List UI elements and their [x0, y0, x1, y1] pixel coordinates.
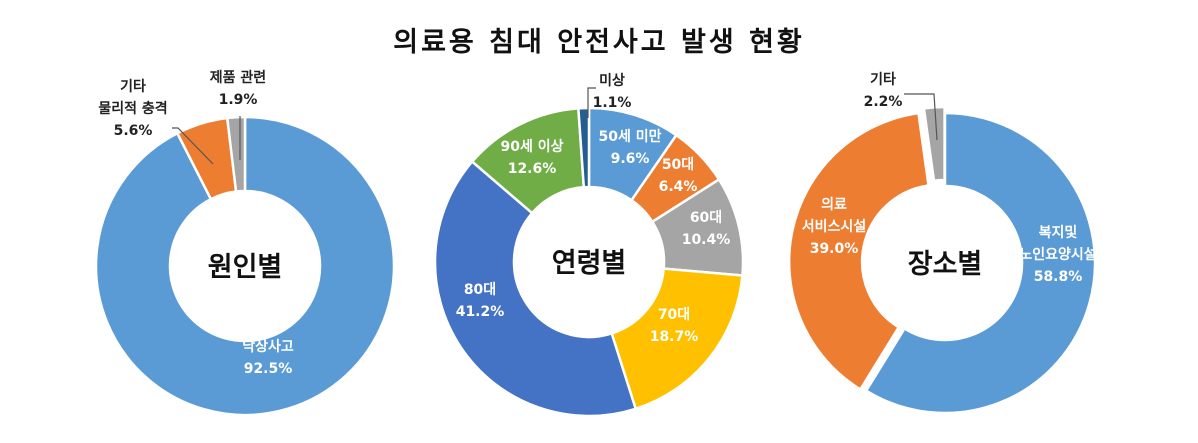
slice-name-label: 기타 [870, 72, 896, 88]
slice-value-label: 6.4% [659, 179, 698, 195]
slice-name-label: 서비스시설 [802, 219, 866, 235]
slice-name-label: 제품 관련 [210, 69, 266, 86]
slice-70대 [610, 267, 744, 411]
slice-value-label: 92.5% [244, 361, 293, 377]
slice-name-label: 60대 [690, 210, 722, 226]
donut-center-title: 장소별 [908, 249, 983, 280]
slice-name-label: 낙상사고 [242, 339, 294, 355]
slice-name-label: 90세 이상 [501, 138, 564, 155]
slice-name-label: 70대 [658, 307, 690, 323]
leader-line [172, 127, 214, 165]
slice-value-label: 5.6% [114, 123, 153, 139]
slice-name-label: 의료 [821, 196, 847, 213]
slice-복지및-노인요양시설 [864, 111, 1097, 415]
slice-value-label: 1.1% [593, 95, 632, 111]
slice-의료-서비스시설 [787, 111, 930, 392]
slice-name-label: 50대 [662, 157, 694, 173]
leader-line [904, 93, 938, 141]
slice-value-label: 18.7% [650, 329, 699, 345]
slice-낙상사고 [94, 115, 396, 417]
donut-hole [171, 192, 319, 340]
slice-value-label: 2.2% [864, 94, 903, 110]
slice-name-label: 노인요양시설 [1019, 246, 1096, 263]
donut-center-title: 원인별 [208, 252, 283, 283]
leader-line [587, 87, 596, 118]
slice-name-label: 미상 [599, 73, 625, 89]
slice-name-label: 기타 [120, 79, 146, 95]
donut-center-title: 연령별 [552, 248, 627, 279]
donut-hole [515, 188, 663, 336]
slice-value-label: 1.9% [219, 92, 258, 108]
slice-미상 [577, 106, 591, 189]
donut-chart-2: 연령별 50세 미만 9.6% 50대 6.4% 60대 10.4% 70대 18.7% 80대 4… [433, 73, 745, 418]
slice-name-label: 복지및 [1039, 224, 1078, 241]
slice-80대 [433, 159, 638, 418]
slice-기타 [922, 105, 946, 183]
slice-value-label: 58.8% [1034, 269, 1083, 285]
slice-value-label: 9.6% [611, 151, 650, 167]
slice-value-label: 39.0% [810, 241, 859, 257]
slice-value-label: 10.4% [682, 232, 731, 248]
slice-name-label: 50세 미만 [599, 129, 662, 145]
page-title: 의료용 침대 안전사고 발생 현황 [393, 27, 805, 58]
donut-hole [869, 187, 1021, 339]
slice-name-label: 80대 [464, 282, 496, 298]
slice-value-label: 12.6% [508, 161, 557, 177]
slice-name-label: 물리적 충격 [98, 100, 167, 117]
slice-value-label: 41.2% [456, 304, 505, 320]
